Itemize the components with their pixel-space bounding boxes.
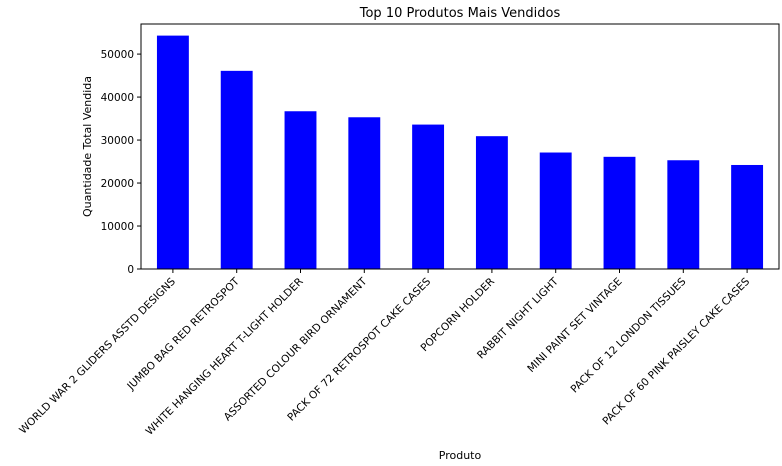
bar-3 [284, 111, 317, 269]
bar-2 [220, 70, 253, 269]
bars-group [156, 35, 764, 270]
chart-title: Top 10 Produtos Mais Vendidos [359, 6, 561, 21]
plot-frame [140, 23, 780, 270]
bar-8 [603, 156, 636, 269]
x-tick-label-2: JUMBO BAG RED RETROSPOT [124, 275, 242, 393]
y-tick-label-3: 30000 [101, 135, 134, 147]
y-tick-label-2: 20000 [101, 178, 134, 190]
y-tick-label-1: 10000 [101, 221, 134, 233]
x-tick-label-5: PACK OF 72 RETROSPOT CAKE CASES [285, 275, 433, 423]
bar-4 [348, 117, 381, 270]
bar-7 [539, 152, 572, 269]
bar-6 [475, 136, 508, 269]
y-tick-label-5: 50000 [101, 49, 134, 61]
bar-9 [667, 160, 700, 269]
y-tick-label-4: 40000 [101, 92, 134, 104]
x-axis-label: Produto [439, 449, 482, 462]
x-tick-label-4: ASSORTED COLOUR BIRD ORNAMENT [222, 275, 370, 423]
bar-5 [412, 124, 445, 269]
y-axis: 0 10000 20000 30000 40000 50000 [101, 49, 141, 276]
x-tick-label-10: PACK OF 60 PINK PAISLEY CAKE CASES [600, 275, 752, 427]
x-tick-label-9: PACK OF 12 LONDON TISSUES [569, 275, 689, 395]
y-axis-label: Quantidade Total Vendida [81, 76, 94, 217]
bar-1 [156, 35, 189, 269]
bar-10 [731, 164, 764, 269]
y-tick-label-0: 0 [127, 264, 134, 276]
